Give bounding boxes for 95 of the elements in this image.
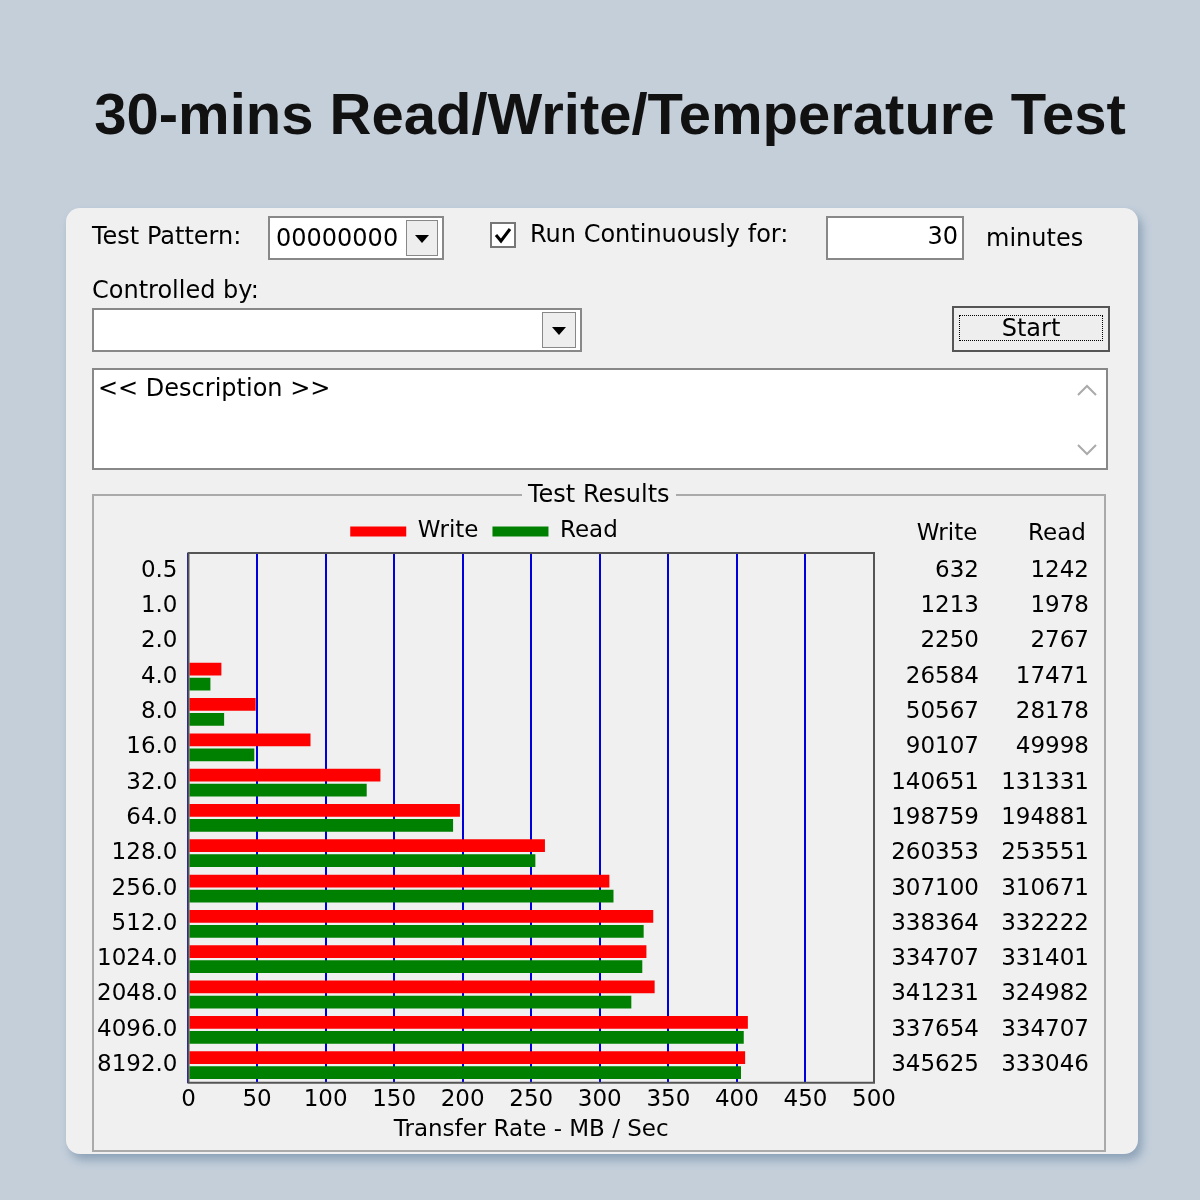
bar (189, 854, 536, 868)
text: Read (1028, 518, 1086, 545)
text: 632 (935, 555, 979, 582)
bar (189, 804, 460, 817)
text: Run Continuously for: (530, 220, 789, 248)
bar (189, 748, 255, 762)
bar (189, 733, 311, 747)
y-tick-label: 8192.0 (96, 1050, 178, 1077)
text: Write (916, 518, 978, 545)
text: 324982 (1001, 979, 1089, 1006)
y-tick-label: 0.5 (140, 555, 178, 582)
text: 310671 (1001, 873, 1089, 900)
text: 2767 (1030, 626, 1089, 653)
text: 337654 (891, 1014, 979, 1041)
y-tick-label: 64.0 (126, 802, 178, 829)
text: 30 (926, 222, 958, 250)
text: 26584 (905, 661, 979, 688)
bar (189, 1066, 742, 1080)
bar (189, 924, 644, 938)
text: 90107 (905, 732, 979, 759)
y-tick-label: 128.0 (111, 838, 178, 865)
text: 260353 (891, 838, 979, 865)
text: Start (958, 314, 1104, 342)
y-tick-label: 512.0 (111, 908, 178, 935)
text: 333046 (1001, 1050, 1089, 1077)
x-tick-label: 400 (714, 1084, 759, 1111)
chart-title: 30-mins Read/Write/Temperature Test (93, 80, 1127, 147)
bar (189, 995, 632, 1009)
text: 341231 (891, 979, 979, 1006)
y-tick-label: 1024.0 (96, 944, 178, 971)
text: 345625 (891, 1050, 979, 1077)
text: 2250 (920, 626, 979, 653)
x-tick-label: 450 (783, 1084, 828, 1111)
x-tick-label: 300 (577, 1084, 622, 1111)
chart-subtitle: Test Results (522, 480, 676, 508)
text: 1242 (1030, 555, 1089, 582)
bar (189, 839, 545, 853)
y-tick-label: 32.0 (126, 767, 178, 794)
x-tick-label: 250 (509, 1084, 554, 1111)
bar (189, 960, 643, 974)
text: 140651 (891, 767, 979, 794)
text: Test Pattern: (92, 222, 242, 250)
y-tick-label: 4096.0 (96, 1014, 178, 1041)
legend-label: Read (559, 516, 618, 543)
bar (189, 945, 647, 959)
bar (189, 768, 381, 782)
x-axis-title: Transfer Rate - MB / Sec (392, 1115, 669, 1142)
y-tick-label: 2.0 (140, 626, 178, 653)
bar (189, 819, 454, 832)
x-tick-label: 150 (372, 1084, 417, 1111)
text: 50567 (905, 696, 979, 723)
y-tick-label: 1.0 (140, 590, 178, 617)
text: 1213 (920, 590, 979, 617)
x-tick-label: 50 (242, 1084, 272, 1111)
y-tick-label: 4.0 (140, 661, 178, 688)
text: 28178 (1015, 696, 1089, 723)
bar (189, 889, 614, 903)
text: 334707 (1001, 1014, 1089, 1041)
text: 253551 (1001, 838, 1089, 865)
bar (189, 980, 655, 994)
text: 17471 (1015, 661, 1089, 688)
x-tick-label: 100 (303, 1084, 348, 1111)
bar (189, 1051, 746, 1065)
y-tick-label: 16.0 (126, 732, 178, 759)
bar (189, 698, 256, 711)
text: 332222 (1001, 908, 1089, 935)
text: minutes (986, 224, 1084, 252)
bar (189, 1030, 744, 1044)
bar (189, 874, 610, 888)
bar (189, 677, 211, 691)
bar (189, 1015, 748, 1029)
bar (189, 662, 222, 676)
text: << Description >> (98, 374, 331, 402)
text: 1978 (1030, 590, 1089, 617)
bar (189, 713, 225, 726)
legend-label: Write (417, 516, 479, 543)
text: 331401 (1001, 944, 1089, 971)
text: 198759 (891, 802, 979, 829)
text: 338364 (891, 908, 979, 935)
bar (189, 783, 367, 797)
x-tick-label: 0 (181, 1084, 196, 1111)
text: 307100 (891, 873, 979, 900)
bar (189, 909, 654, 923)
text: 00000000 (276, 224, 399, 252)
x-tick-label: 500 (852, 1084, 896, 1111)
text: 194881 (1001, 802, 1089, 829)
text: Controlled by: (92, 276, 259, 304)
text: 334707 (891, 944, 979, 971)
y-tick-label: 256.0 (111, 873, 178, 900)
text: 131331 (1001, 767, 1089, 794)
x-tick-label: 350 (646, 1084, 691, 1111)
text: 49998 (1015, 732, 1089, 759)
y-tick-label: 8.0 (140, 696, 178, 723)
y-tick-label: 2048.0 (96, 979, 178, 1006)
x-tick-label: 200 (440, 1084, 485, 1111)
